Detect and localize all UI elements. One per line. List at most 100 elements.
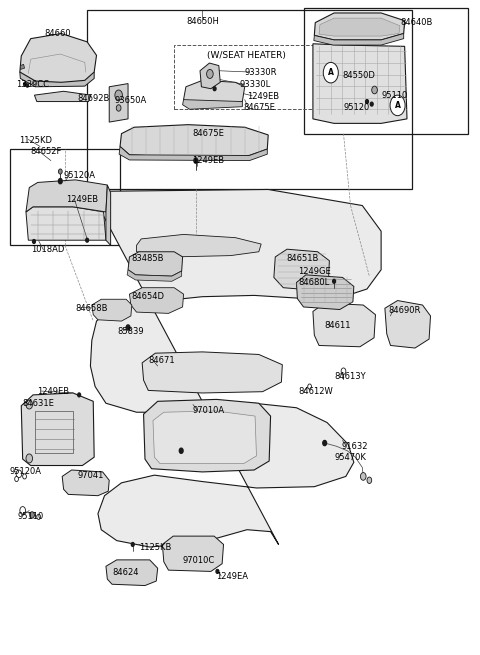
- Polygon shape: [20, 72, 94, 86]
- Polygon shape: [106, 560, 157, 586]
- Polygon shape: [182, 100, 242, 109]
- Text: A: A: [395, 101, 400, 110]
- Circle shape: [333, 279, 336, 283]
- Text: 84690R: 84690R: [388, 306, 420, 314]
- Circle shape: [20, 506, 25, 514]
- Polygon shape: [62, 470, 109, 496]
- Circle shape: [370, 102, 373, 106]
- Polygon shape: [20, 33, 96, 83]
- Polygon shape: [313, 303, 375, 346]
- Bar: [174, 45, 341, 109]
- Text: 84692B: 84692B: [78, 94, 110, 103]
- Text: 84671: 84671: [148, 356, 175, 365]
- Bar: [10, 149, 120, 246]
- Text: 84612W: 84612W: [299, 387, 334, 396]
- Text: 84654D: 84654D: [132, 292, 165, 301]
- Polygon shape: [119, 147, 267, 160]
- Polygon shape: [274, 249, 329, 290]
- Polygon shape: [26, 207, 106, 240]
- Circle shape: [180, 448, 183, 453]
- Text: 93650A: 93650A: [115, 96, 147, 105]
- Text: 84631E: 84631E: [23, 399, 55, 408]
- Polygon shape: [142, 352, 282, 393]
- Text: 1249EA: 1249EA: [216, 572, 249, 581]
- Circle shape: [23, 474, 26, 479]
- Circle shape: [86, 238, 88, 242]
- Text: 93330R: 93330R: [245, 67, 277, 77]
- Text: 95120A: 95120A: [63, 171, 96, 180]
- Text: A: A: [328, 68, 334, 77]
- Circle shape: [367, 477, 372, 483]
- Circle shape: [372, 86, 377, 94]
- Circle shape: [78, 393, 81, 397]
- Circle shape: [194, 158, 198, 163]
- Text: 85839: 85839: [118, 327, 144, 336]
- Text: 97010A: 97010A: [193, 407, 225, 415]
- Bar: [303, 8, 468, 134]
- Text: 84680L: 84680L: [299, 278, 330, 287]
- Text: 83485B: 83485B: [132, 254, 164, 263]
- Polygon shape: [90, 189, 381, 547]
- Polygon shape: [128, 252, 182, 276]
- Circle shape: [15, 476, 18, 481]
- Circle shape: [206, 69, 213, 79]
- Polygon shape: [297, 275, 354, 310]
- Text: 95470K: 95470K: [334, 453, 366, 462]
- Polygon shape: [162, 536, 224, 571]
- Text: 95110: 95110: [381, 90, 408, 100]
- Polygon shape: [183, 81, 245, 106]
- Polygon shape: [153, 411, 256, 464]
- Circle shape: [16, 470, 22, 477]
- Circle shape: [323, 440, 326, 445]
- Circle shape: [59, 169, 62, 174]
- Polygon shape: [92, 299, 132, 321]
- Text: 84611: 84611: [324, 321, 351, 330]
- Polygon shape: [314, 33, 404, 45]
- Circle shape: [26, 400, 33, 409]
- Polygon shape: [319, 18, 400, 36]
- Circle shape: [59, 179, 62, 183]
- Text: 84660: 84660: [45, 29, 72, 38]
- Text: 1125KD: 1125KD: [19, 136, 52, 145]
- Circle shape: [213, 86, 216, 90]
- Text: 1249EB: 1249EB: [37, 387, 69, 396]
- Text: 95110: 95110: [18, 512, 44, 521]
- Polygon shape: [130, 288, 183, 313]
- Text: 1249GE: 1249GE: [299, 267, 331, 276]
- Text: 84613Y: 84613Y: [334, 372, 366, 381]
- Circle shape: [341, 368, 346, 375]
- Polygon shape: [144, 400, 271, 472]
- Circle shape: [115, 90, 122, 100]
- Text: 84675E: 84675E: [192, 128, 224, 138]
- Text: 91632: 91632: [341, 441, 368, 451]
- Circle shape: [132, 542, 134, 546]
- Polygon shape: [314, 13, 405, 40]
- Text: 84675E: 84675E: [244, 103, 276, 113]
- Text: 95120A: 95120A: [10, 468, 41, 476]
- Polygon shape: [200, 63, 220, 88]
- Circle shape: [24, 83, 26, 86]
- Text: 95120: 95120: [344, 103, 370, 113]
- Polygon shape: [109, 84, 128, 122]
- Circle shape: [26, 454, 33, 463]
- Text: (W/SEAT HEATER): (W/SEAT HEATER): [207, 52, 286, 60]
- Polygon shape: [313, 44, 407, 123]
- Text: 84658B: 84658B: [75, 304, 108, 312]
- Text: 1125KB: 1125KB: [139, 542, 171, 552]
- Circle shape: [126, 325, 130, 330]
- Circle shape: [366, 100, 369, 103]
- Text: 84652F: 84652F: [31, 147, 62, 156]
- Text: 1018AD: 1018AD: [31, 246, 64, 254]
- Bar: [87, 10, 412, 189]
- Circle shape: [216, 569, 219, 573]
- Text: 84640B: 84640B: [400, 18, 432, 27]
- Text: 84650H: 84650H: [186, 18, 219, 26]
- Polygon shape: [136, 234, 261, 257]
- Text: 97041: 97041: [78, 472, 104, 480]
- Polygon shape: [385, 301, 431, 348]
- Circle shape: [360, 472, 366, 480]
- Text: 1249EB: 1249EB: [66, 195, 98, 204]
- Circle shape: [323, 62, 338, 83]
- Polygon shape: [26, 180, 108, 212]
- Text: 84550D: 84550D: [343, 71, 375, 80]
